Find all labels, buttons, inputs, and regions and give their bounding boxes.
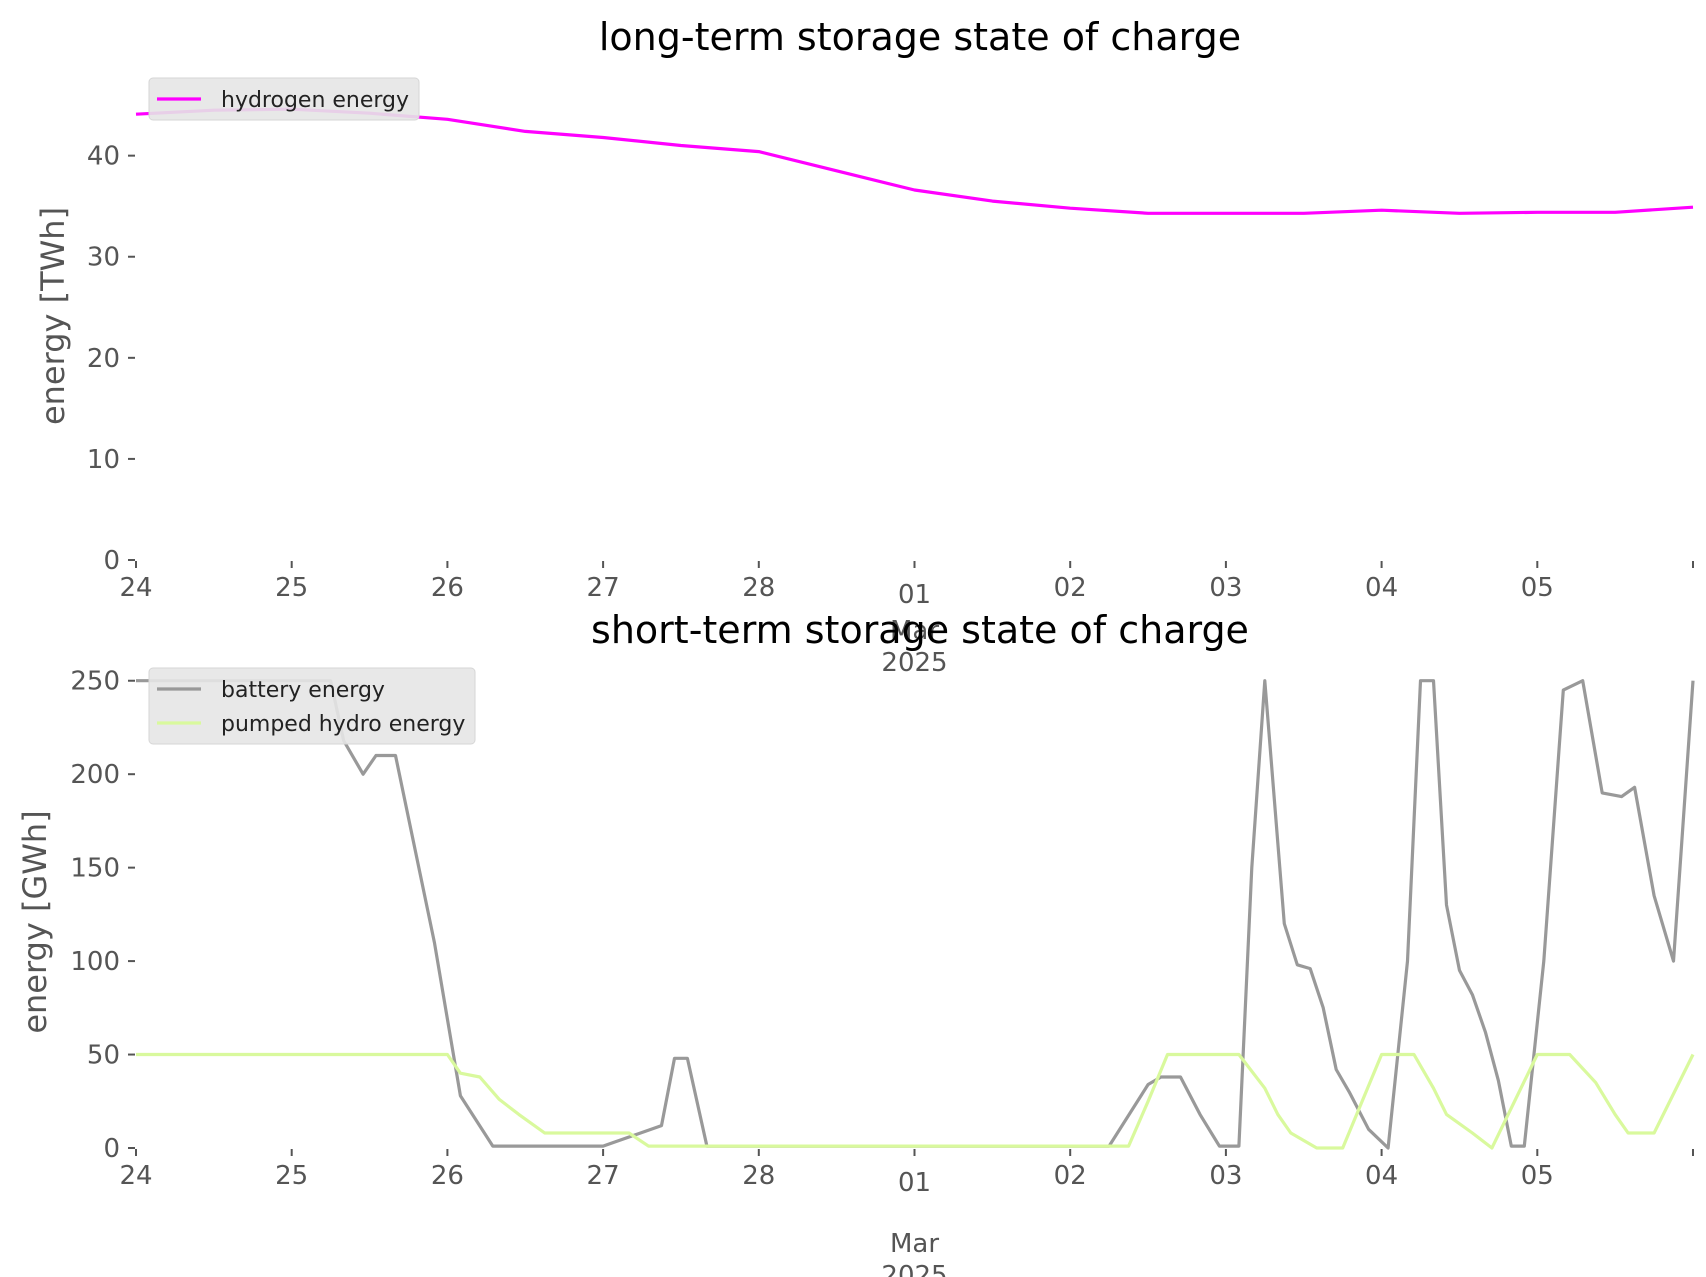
y-axis-ticks: 0 10 20 30 40 <box>87 142 135 576</box>
x-axis-sublabel: 2025 <box>881 648 947 678</box>
x-tick-label: 01 <box>898 580 931 610</box>
legend-frame <box>148 77 420 121</box>
x-axis-sublabel: Mar <box>890 616 939 646</box>
chart-title: short-term storage state of charge <box>591 608 1249 652</box>
legend: battery energy pumped hydro energy <box>148 667 476 745</box>
x-axis-sublabel: 2025 <box>881 1261 947 1277</box>
x-tick-label: 25 <box>275 1161 308 1191</box>
x-tick-label: 03 <box>1209 1161 1242 1191</box>
chart-title: long-term storage state of charge <box>599 15 1241 59</box>
y-tick-label: 20 <box>87 344 120 374</box>
x-tick-label: 27 <box>587 1161 620 1191</box>
x-tick-label: 05 <box>1521 1161 1554 1191</box>
x-tick-label: 28 <box>742 573 775 603</box>
series-layer <box>135 107 1694 215</box>
x-axis-sublabel: Mar <box>890 1229 939 1259</box>
x-tick-label: 26 <box>431 1161 464 1191</box>
y-axis-label: energy [GWh] <box>16 810 54 1033</box>
y-axis-label: energy [TWh] <box>34 207 72 425</box>
y-axis-ticks: 0 50 100 150 200 250 <box>70 667 135 1164</box>
y-tick-label: 50 <box>87 1041 120 1071</box>
x-tick-label: 25 <box>275 573 308 603</box>
series-line-pumped-hydro-energy <box>136 1052 1695 1150</box>
x-tick-label: 02 <box>1054 573 1087 603</box>
x-tick-label: 01 <box>898 1168 931 1198</box>
y-tick-label: 40 <box>87 142 120 172</box>
x-tick-label: 03 <box>1209 573 1242 603</box>
x-tick-label: 05 <box>1521 573 1554 603</box>
x-tick-label: 28 <box>742 1161 775 1191</box>
long-term-storage-panel: long-term storage state of charge energy… <box>34 15 1694 678</box>
series-line-hydrogen-energy <box>135 107 1694 215</box>
legend-label: battery energy <box>221 678 385 703</box>
x-tick-label: 02 <box>1054 1161 1087 1191</box>
series-line-battery-energy <box>136 679 1695 1150</box>
y-tick-label: 30 <box>87 243 120 273</box>
series-layer <box>136 679 1695 1150</box>
x-tick-label: 24 <box>119 1161 152 1191</box>
x-axis-ticks: 24 25 26 27 28 01 02 03 04 05 Mar 2025 <box>119 1149 1694 1277</box>
legend-frame <box>148 667 476 745</box>
x-tick-label: 26 <box>431 573 464 603</box>
legend-label: hydrogen energy <box>221 88 409 113</box>
legend-label: pumped hydro energy <box>221 712 465 737</box>
y-tick-label: 0 <box>103 546 120 576</box>
y-tick-label: 150 <box>70 854 120 884</box>
y-tick-label: 200 <box>70 760 120 790</box>
x-tick-label: 04 <box>1365 1161 1398 1191</box>
x-tick-label: 24 <box>119 573 152 603</box>
y-tick-label: 250 <box>70 667 120 697</box>
x-tick-label: 27 <box>587 573 620 603</box>
legend: hydrogen energy <box>148 77 420 121</box>
short-term-storage-panel: short-term storage state of charge energ… <box>16 608 1695 1277</box>
y-tick-label: 100 <box>70 947 120 977</box>
y-tick-label: 10 <box>87 445 120 475</box>
y-tick-label: 0 <box>103 1134 120 1164</box>
x-tick-label: 04 <box>1365 573 1398 603</box>
